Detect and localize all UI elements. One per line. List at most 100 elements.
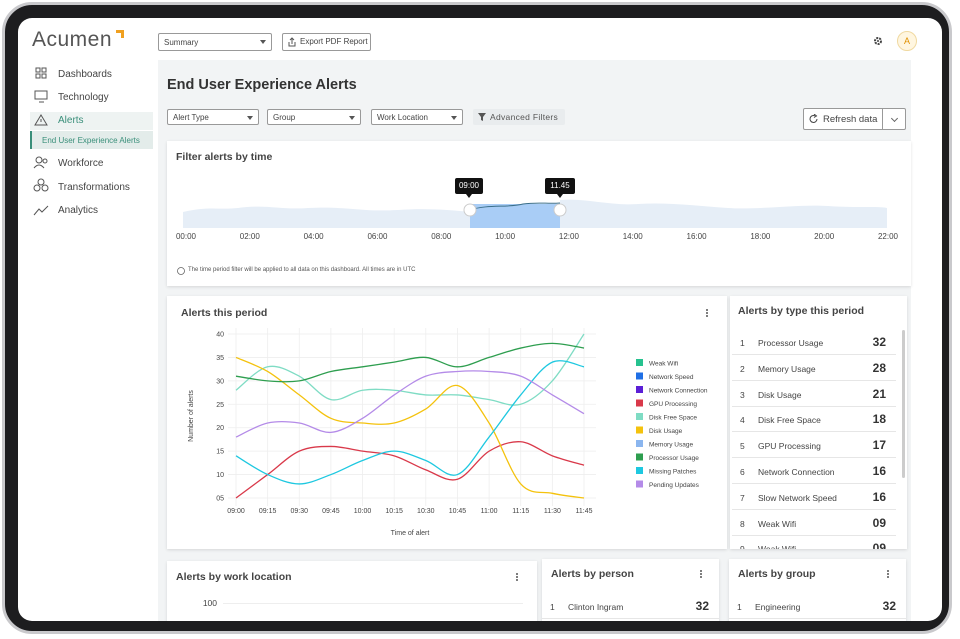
count: 16 [872, 464, 886, 478]
count: 32 [882, 599, 896, 613]
split-divider [882, 108, 883, 130]
refresh-label[interactable]: Refresh data [823, 114, 878, 125]
count: 17 [872, 438, 886, 453]
rank: 1 [737, 602, 742, 612]
card-title: Alerts by type this period [738, 305, 865, 317]
nav-sub-bg [30, 131, 153, 149]
name: Processor Usage [758, 338, 824, 348]
scrollbar[interactable] [902, 330, 905, 478]
export-button[interactable]: Export PDF Report [282, 33, 371, 51]
refresh-icon [809, 114, 818, 123]
count: 21 [872, 386, 886, 401]
logo-mark [116, 30, 124, 38]
logo: Acumen [32, 28, 113, 51]
card-title: Filter alerts by time [176, 151, 273, 163]
name: Network Connection [758, 467, 835, 477]
view-select[interactable]: Summary [158, 33, 272, 51]
menu-icon[interactable] [887, 573, 889, 575]
name: Clinton Ingram [568, 602, 624, 612]
filter-icon [478, 113, 486, 121]
filter-select[interactable]: Group [267, 109, 361, 125]
time-axis-label: 00:00 [175, 232, 197, 241]
nav-item[interactable]: Dashboards [58, 69, 112, 80]
list-row: 1 Processor Usage 32 [732, 330, 896, 355]
name: Disk Free Space [758, 415, 821, 426]
menu-icon[interactable] [706, 312, 708, 314]
list-row: 1 Engineering 32 [729, 594, 906, 619]
card-title: Alerts by work location [176, 571, 292, 583]
time-axis-label: 16:00 [686, 232, 707, 241]
time-axis-label: 14:00 [622, 232, 643, 241]
list: 1 Processor Usage 32 2 Memory Usage 28 3 Disk U… [732, 330, 896, 549]
time-axis-label: 20:00 [814, 232, 835, 241]
count: 09 [872, 515, 886, 530]
list-row: 4 Disk Free Space 18 [732, 407, 896, 433]
list: 1 Clinton Ingram 32 [542, 594, 719, 621]
page-title: End User Experience Alerts [167, 77, 357, 93]
time-axis-label: 08:00 [431, 232, 452, 241]
nav-item[interactable]: Alerts [58, 115, 84, 126]
location-card [167, 561, 537, 621]
card-title: Alerts this period [181, 307, 268, 319]
range-start-label: 09:00 [458, 181, 480, 190]
card-title: Alerts by person [551, 568, 634, 580]
time-axis-label: 04:00 [303, 232, 324, 241]
menu-icon[interactable] [700, 573, 702, 575]
count: 18 [872, 412, 886, 427]
name: Weak Wifi [758, 544, 796, 549]
name: GPU Processing [758, 441, 821, 452]
list-row: 1 Clinton Ingram 32 [542, 594, 719, 619]
person-card: Alerts by person 1 Clinton Ingram 32 [542, 559, 719, 621]
time-axis-label: 18:00 [750, 232, 771, 241]
filter-select[interactable]: Work Location [371, 109, 463, 125]
screen: Acumen Dashboards Technology Alerts End … [18, 18, 942, 621]
rank: 1 [550, 602, 555, 612]
name: Weak Wifi [758, 518, 797, 529]
menu-icon[interactable] [516, 576, 518, 578]
rank: 8 [740, 518, 745, 529]
list-row: 8 Weak Wifi 09 [732, 511, 896, 536]
card-title: Alerts by group [738, 568, 816, 580]
list-row: 7 Slow Network Speed 16 [732, 485, 896, 510]
time-axis-label: 02:00 [239, 232, 260, 241]
rank: 1 [740, 338, 745, 348]
time-note: The time period filter will be applied t… [188, 267, 416, 273]
list-row: 5 GPU Processing 17 [732, 433, 896, 459]
nav-item[interactable]: Transformations [58, 182, 130, 193]
nav-item[interactable]: Technology [58, 92, 109, 103]
advanced-filters[interactable]: Advanced Filters [473, 109, 565, 125]
list-row: 3 Disk Usage 21 [732, 382, 896, 407]
count: 32 [872, 335, 886, 349]
nav-item[interactable]: Analytics [58, 205, 99, 216]
filter-select[interactable]: Alert Type [167, 109, 259, 125]
list-row: 6 Network Connection 16 [732, 459, 896, 484]
rank: 3 [740, 389, 745, 400]
nav-sub-item[interactable]: End User Experience Alerts [42, 136, 140, 145]
time-axis-label: 12:00 [558, 232, 579, 241]
rank: 5 [740, 441, 745, 452]
rank: 2 [740, 363, 745, 374]
refresh-button[interactable] [803, 108, 906, 130]
count: 16 [872, 489, 886, 504]
rank: 9 [740, 544, 745, 549]
y-tick-label: 100 [202, 598, 217, 608]
nav-item[interactable]: Workforce [58, 158, 104, 169]
time-filter-card [167, 141, 911, 286]
list-row: 9 Weak Wifi 09 [732, 536, 896, 549]
count: 32 [695, 599, 709, 613]
list-row: 2 Memory Usage 28 [732, 356, 896, 381]
time-axis-label: 10:00 [495, 232, 516, 241]
grid-line [223, 603, 523, 604]
name: Memory Usage [758, 363, 816, 374]
name: Engineering [755, 602, 801, 612]
rank: 6 [740, 467, 745, 477]
rank: 7 [740, 492, 745, 503]
avatar[interactable]: A [897, 31, 917, 51]
count: 28 [872, 360, 886, 375]
rank: 4 [740, 415, 745, 426]
count: 09 [872, 541, 886, 549]
chart-card [167, 296, 727, 549]
settings-icon[interactable] [873, 36, 883, 46]
